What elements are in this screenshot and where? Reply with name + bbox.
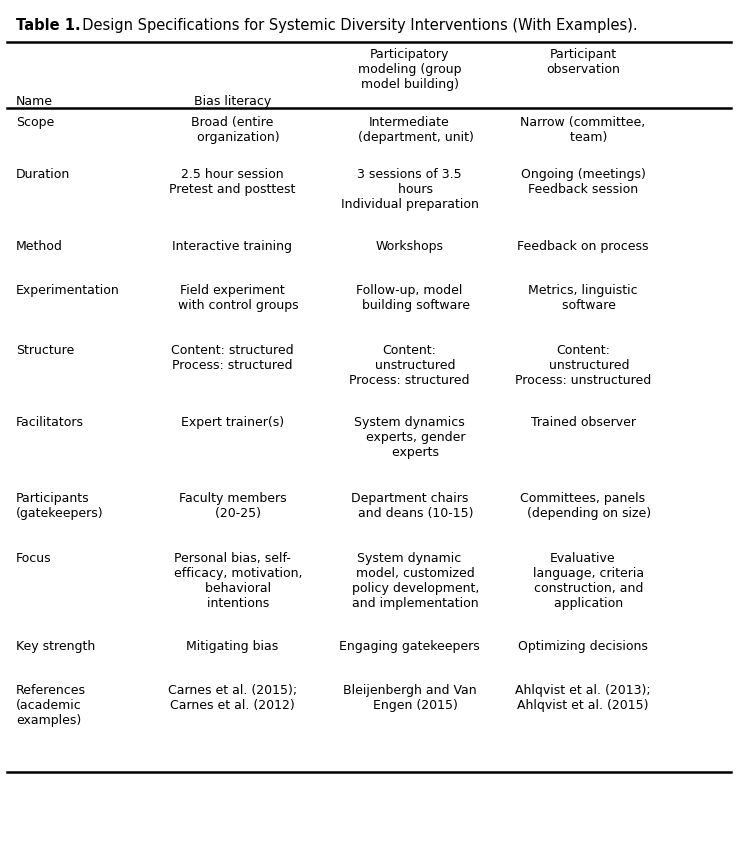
Text: Ongoing (meetings)
Feedback session: Ongoing (meetings) Feedback session [520, 168, 646, 196]
Text: Content:
   unstructured
Process: unstructured: Content: unstructured Process: unstructu… [515, 344, 651, 387]
Text: Participatory
modeling (group
model building): Participatory modeling (group model buil… [358, 48, 461, 91]
Text: Expert trainer(s): Expert trainer(s) [181, 416, 284, 429]
Text: Department chairs
   and deans (10-15): Department chairs and deans (10-15) [346, 492, 473, 520]
Text: Structure: Structure [16, 344, 75, 357]
Text: Committees, panels
   (depending on size): Committees, panels (depending on size) [515, 492, 651, 520]
Text: Intermediate
   (department, unit): Intermediate (department, unit) [345, 116, 474, 144]
Text: System dynamics
   experts, gender
   experts: System dynamics experts, gender experts [354, 416, 466, 459]
Text: 3 sessions of 3.5
   hours
Individual preparation: 3 sessions of 3.5 hours Individual prepa… [341, 168, 478, 211]
Text: Mitigating bias: Mitigating bias [186, 640, 279, 653]
Text: Design Specifications for Systemic Diversity Interventions (With Examples).: Design Specifications for Systemic Diver… [73, 18, 638, 33]
Text: Metrics, linguistic
   software: Metrics, linguistic software [528, 284, 638, 312]
Text: Experimentation: Experimentation [16, 284, 120, 297]
Text: Interactive training: Interactive training [173, 240, 292, 253]
Text: System dynamic
   model, customized
   policy development,
   and implementation: System dynamic model, customized policy … [340, 552, 479, 610]
Text: Feedback on process: Feedback on process [517, 240, 649, 253]
Text: 2.5 hour session
Pretest and posttest: 2.5 hour session Pretest and posttest [169, 168, 296, 196]
Text: Bias literacy: Bias literacy [194, 95, 271, 108]
Text: Personal bias, self-
   efficacy, motivation,
   behavioral
   intentions: Personal bias, self- efficacy, motivatio… [162, 552, 303, 610]
Text: Table 1.: Table 1. [16, 18, 81, 33]
Text: Participant
observation: Participant observation [546, 48, 620, 76]
Text: Scope: Scope [16, 116, 55, 129]
Text: Follow-up, model
   building software: Follow-up, model building software [350, 284, 469, 312]
Text: Key strength: Key strength [16, 640, 95, 653]
Text: Focus: Focus [16, 552, 52, 565]
Text: Narrow (committee,
   team): Narrow (committee, team) [520, 116, 646, 144]
Text: Optimizing decisions: Optimizing decisions [518, 640, 648, 653]
Text: Faculty members
   (20-25): Faculty members (20-25) [179, 492, 286, 520]
Text: Broad (entire
   organization): Broad (entire organization) [185, 116, 280, 144]
Text: Ahlqvist et al. (2013);
Ahlqvist et al. (2015): Ahlqvist et al. (2013); Ahlqvist et al. … [515, 684, 651, 712]
Text: Evaluative
   language, criteria
   construction, and
   application: Evaluative language, criteria constructi… [522, 552, 644, 610]
Text: Content:
   unstructured
Process: structured: Content: unstructured Process: structure… [349, 344, 470, 387]
Text: Trained observer: Trained observer [531, 416, 635, 429]
Text: Engaging gatekeepers: Engaging gatekeepers [339, 640, 480, 653]
Text: Facilitators: Facilitators [16, 416, 84, 429]
Text: Field experiment
   with control groups: Field experiment with control groups [166, 284, 299, 312]
Text: Duration: Duration [16, 168, 71, 181]
Text: Name: Name [16, 95, 53, 108]
Text: Workshops: Workshops [376, 240, 444, 253]
Text: Participants
(gatekeepers): Participants (gatekeepers) [16, 492, 104, 520]
Text: Bleijenbergh and Van
   Engen (2015): Bleijenbergh and Van Engen (2015) [342, 684, 477, 712]
Text: References
(academic
examples): References (academic examples) [16, 684, 86, 727]
Text: Content: structured
Process: structured: Content: structured Process: structured [171, 344, 294, 372]
Text: Method: Method [16, 240, 63, 253]
Text: Carnes et al. (2015);
Carnes et al. (2012): Carnes et al. (2015); Carnes et al. (201… [168, 684, 297, 712]
